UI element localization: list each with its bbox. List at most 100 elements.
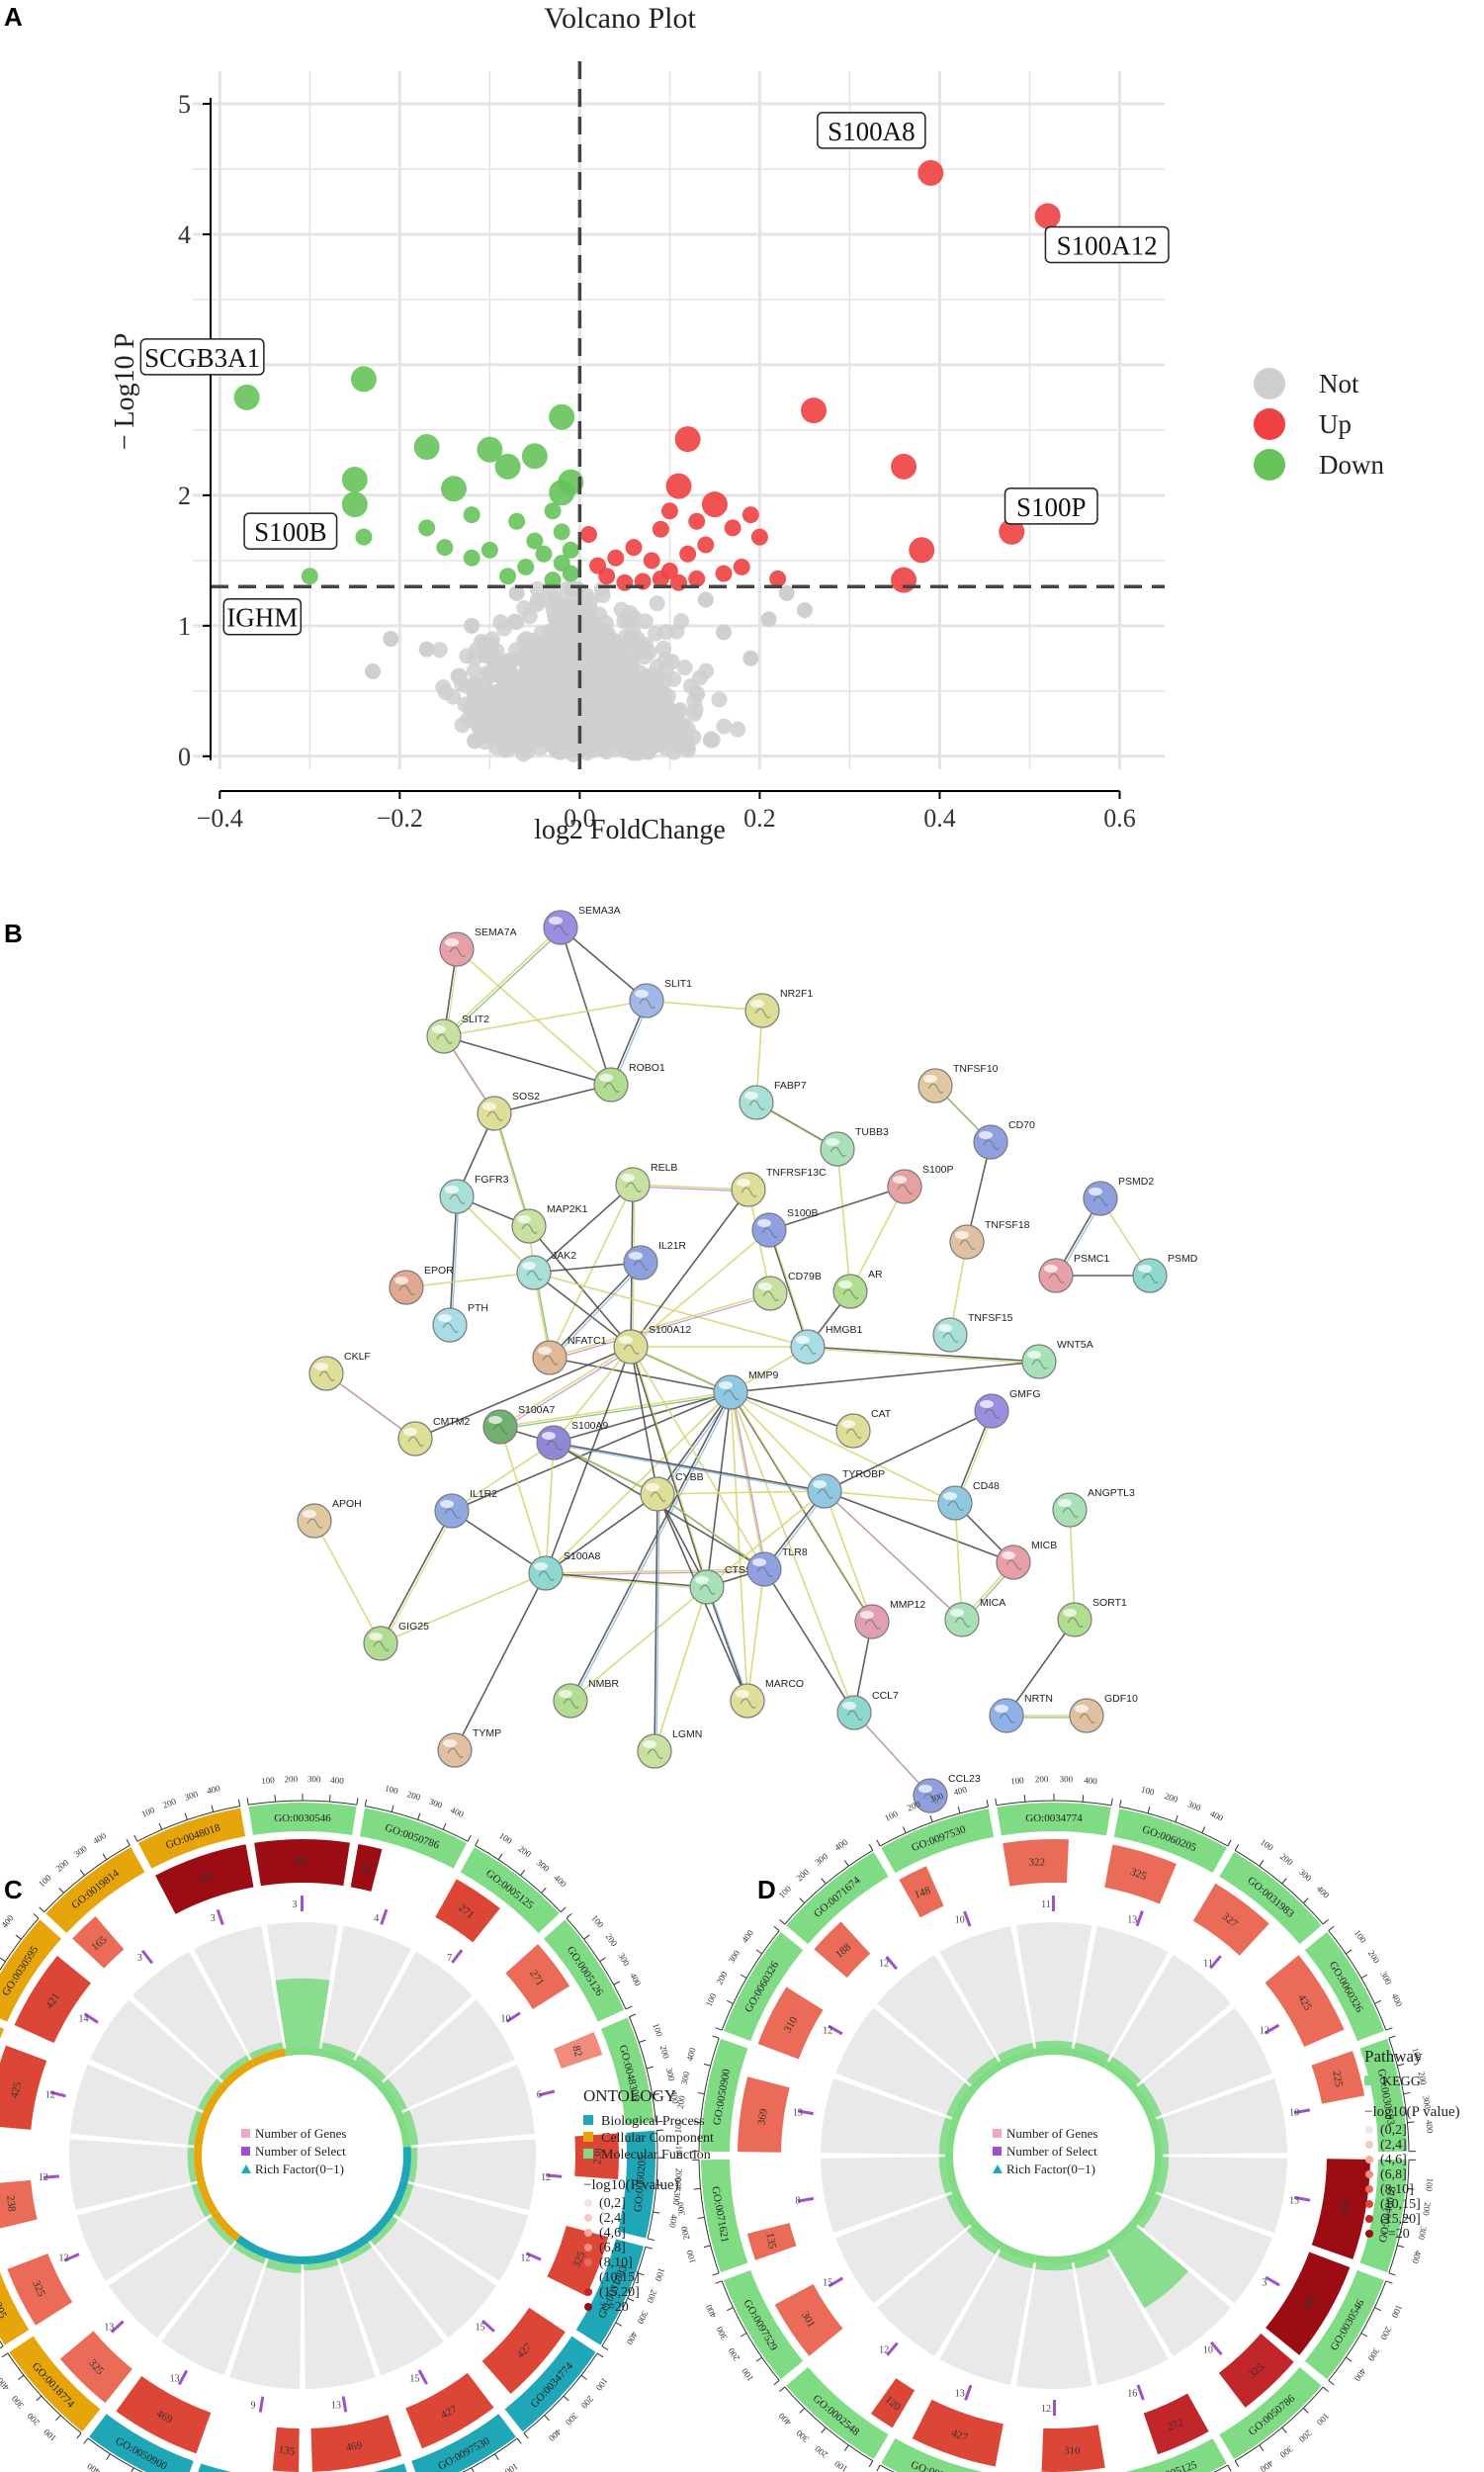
network-edge <box>569 1391 732 1702</box>
node-circle <box>731 1172 766 1207</box>
scale-tick-label: 400 <box>330 1775 345 1786</box>
node-highlight <box>522 1262 536 1270</box>
scale-tick-label: 100 <box>503 2461 520 2472</box>
scale-tick-label: 200 <box>813 2443 829 2460</box>
network-edge <box>656 1490 826 1495</box>
node-label: HMGB1 <box>826 1324 863 1336</box>
not-point <box>464 617 480 634</box>
scale-tick <box>39 1906 45 1913</box>
gene-count-bar <box>1003 1839 1069 1887</box>
network-node: CYBB <box>640 1471 704 1512</box>
node-highlight <box>995 1705 1008 1713</box>
node-label: ANGPTL3 <box>1088 1487 1135 1499</box>
rich-factor-bar <box>998 2042 1034 2062</box>
category-segment <box>881 2438 984 2472</box>
node-structure <box>553 925 569 935</box>
node-structure <box>633 1260 650 1271</box>
scale-tick-label: 400 <box>1353 2366 1368 2383</box>
not-point <box>649 595 665 612</box>
scale-tick-label: 100 <box>1410 2047 1423 2063</box>
scale-tick-label: 100 <box>1259 1837 1275 1853</box>
network-edge <box>706 1391 732 1588</box>
node-highlight <box>488 1416 502 1424</box>
network-edge <box>824 1490 1014 1563</box>
center-legend-marker <box>993 2129 1002 2138</box>
not-point <box>663 654 680 670</box>
network-node: SLIT1 <box>629 978 692 1018</box>
scale-tick <box>1147 1806 1151 1813</box>
not-point <box>635 638 652 655</box>
node-structure <box>829 1146 846 1157</box>
gene-count-bar <box>738 2076 790 2153</box>
scale-tick-label: 200 <box>906 1799 922 1812</box>
down-point <box>508 512 526 530</box>
scale-tick <box>544 2415 550 2422</box>
rich-factor-bar <box>1074 2250 1110 2269</box>
legend-pvalue-label: (2,4] <box>599 2211 626 2226</box>
center-legend-label: Rich Factor(0−1) <box>255 2162 344 2176</box>
legend-pvalue-swatch <box>1365 2185 1373 2193</box>
category-segment <box>701 2038 748 2153</box>
not-point <box>624 664 641 681</box>
network-edge <box>405 1272 535 1288</box>
scale-tick <box>715 2280 723 2284</box>
network-node: CMTM2 <box>397 1416 470 1457</box>
scale-tick-label: 100 <box>497 1830 514 1846</box>
node-circle <box>437 1732 473 1768</box>
network-node: TLR8 <box>746 1546 808 1587</box>
node-highlight <box>1075 1705 1089 1713</box>
network-edge <box>560 927 648 1002</box>
gene-count-bar <box>1041 2425 1105 2472</box>
gene-label-box <box>243 512 338 550</box>
scale-tick <box>821 2427 827 2433</box>
down-point <box>301 568 318 585</box>
node-highlight <box>1027 1351 1041 1359</box>
center-disc <box>955 2057 1153 2254</box>
not-point <box>383 631 399 648</box>
network-edge <box>656 1493 708 1588</box>
scale-tick-label: 100 <box>704 1991 719 2008</box>
network-node: MARCO <box>730 1678 804 1719</box>
scale-tick <box>1388 2272 1396 2276</box>
network-edge <box>630 1189 749 1348</box>
scale-tick <box>697 2216 705 2220</box>
gene-count-bar <box>1311 2159 1370 2259</box>
gene-count-bar <box>814 1921 871 1979</box>
node-label: MICB <box>1031 1540 1057 1551</box>
node-structure <box>492 1424 509 1435</box>
scale-tick-label: 400 <box>206 1783 221 1796</box>
scale-tick <box>1259 1860 1265 1867</box>
node-structure <box>754 1008 771 1018</box>
legend-pvalue-label: (15,20] <box>1380 2212 1421 2227</box>
gene-count-label: 272 <box>1166 2417 1185 2433</box>
node-circle <box>989 1698 1024 1733</box>
inner-sector <box>821 2077 952 2155</box>
node-highlight <box>621 1174 635 1182</box>
network-edge <box>630 1346 765 1570</box>
scale-tick-label: 100 <box>37 1873 53 1890</box>
scale-tick-label: 300 <box>928 1791 944 1805</box>
rich-factor-bar <box>946 2193 970 2229</box>
network-node: CCL23 <box>913 1773 981 1813</box>
node-structure <box>538 1570 555 1581</box>
scale-tick-label: 100 <box>1389 2303 1404 2320</box>
inner-category-ring <box>318 2048 355 2068</box>
gene-count-label: 495 <box>1338 2197 1353 2216</box>
inner-category-ring <box>970 2220 1004 2251</box>
gene-count-label: 82 <box>569 2045 583 2059</box>
network-edge <box>553 1346 632 1444</box>
rich-factor-bar <box>1074 2042 1110 2062</box>
node-highlight <box>482 1103 496 1110</box>
inner-sector <box>877 2226 999 2356</box>
node-circle <box>389 1270 424 1305</box>
node-circle <box>363 1626 398 1661</box>
rich-factor-bar <box>370 2216 398 2246</box>
network-edge <box>456 948 612 1086</box>
inner-category-ring <box>194 2111 211 2148</box>
scale-tick-label: 300 <box>1416 2226 1429 2242</box>
not-point <box>607 654 624 670</box>
scale-tick <box>494 2453 499 2460</box>
scale-tick-label: 200 <box>1366 1949 1382 1966</box>
select-count-label: 12 <box>1260 2026 1269 2037</box>
up-point <box>742 506 759 524</box>
